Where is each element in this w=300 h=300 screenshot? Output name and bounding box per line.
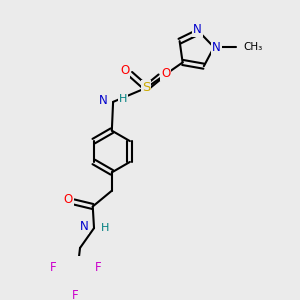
Text: S: S: [142, 81, 150, 94]
Text: F: F: [72, 289, 79, 300]
Text: F: F: [95, 260, 102, 274]
Text: O: O: [161, 68, 170, 80]
Text: H: H: [100, 223, 109, 233]
Text: N: N: [99, 94, 107, 107]
Text: N: N: [80, 220, 88, 233]
Text: N: N: [212, 41, 221, 54]
Text: F: F: [50, 260, 56, 274]
Text: H: H: [119, 94, 127, 104]
Text: N: N: [193, 23, 202, 36]
Text: O: O: [120, 64, 129, 77]
Text: O: O: [63, 193, 73, 206]
Text: CH₃: CH₃: [244, 42, 263, 52]
